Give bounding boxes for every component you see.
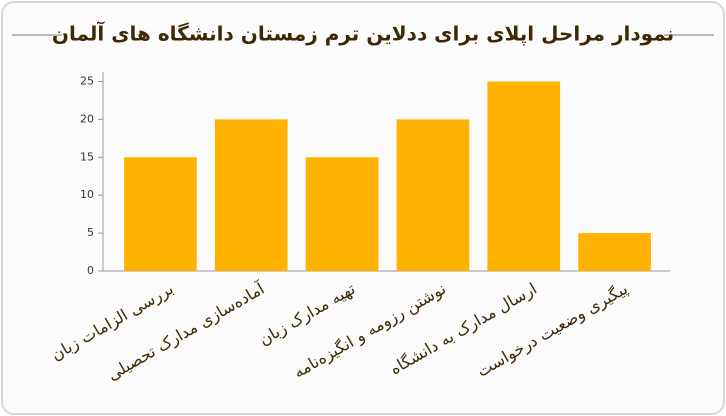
y-tick-label: 15 — [80, 150, 94, 163]
y-tick-label: 0 — [87, 264, 94, 277]
bar — [214, 119, 288, 271]
y-tick-label: 10 — [80, 188, 94, 201]
bar — [124, 157, 197, 271]
chart-title: نمودار مراحل اپلای برای ددلاین ترم زمستا… — [52, 21, 674, 47]
y-tick-label: 25 — [80, 74, 94, 87]
y-tick-label: 20 — [80, 112, 94, 125]
y-tick-label: 5 — [87, 226, 94, 239]
bar — [578, 233, 651, 271]
bar — [396, 119, 470, 271]
bar — [305, 157, 379, 271]
bar — [487, 81, 561, 271]
